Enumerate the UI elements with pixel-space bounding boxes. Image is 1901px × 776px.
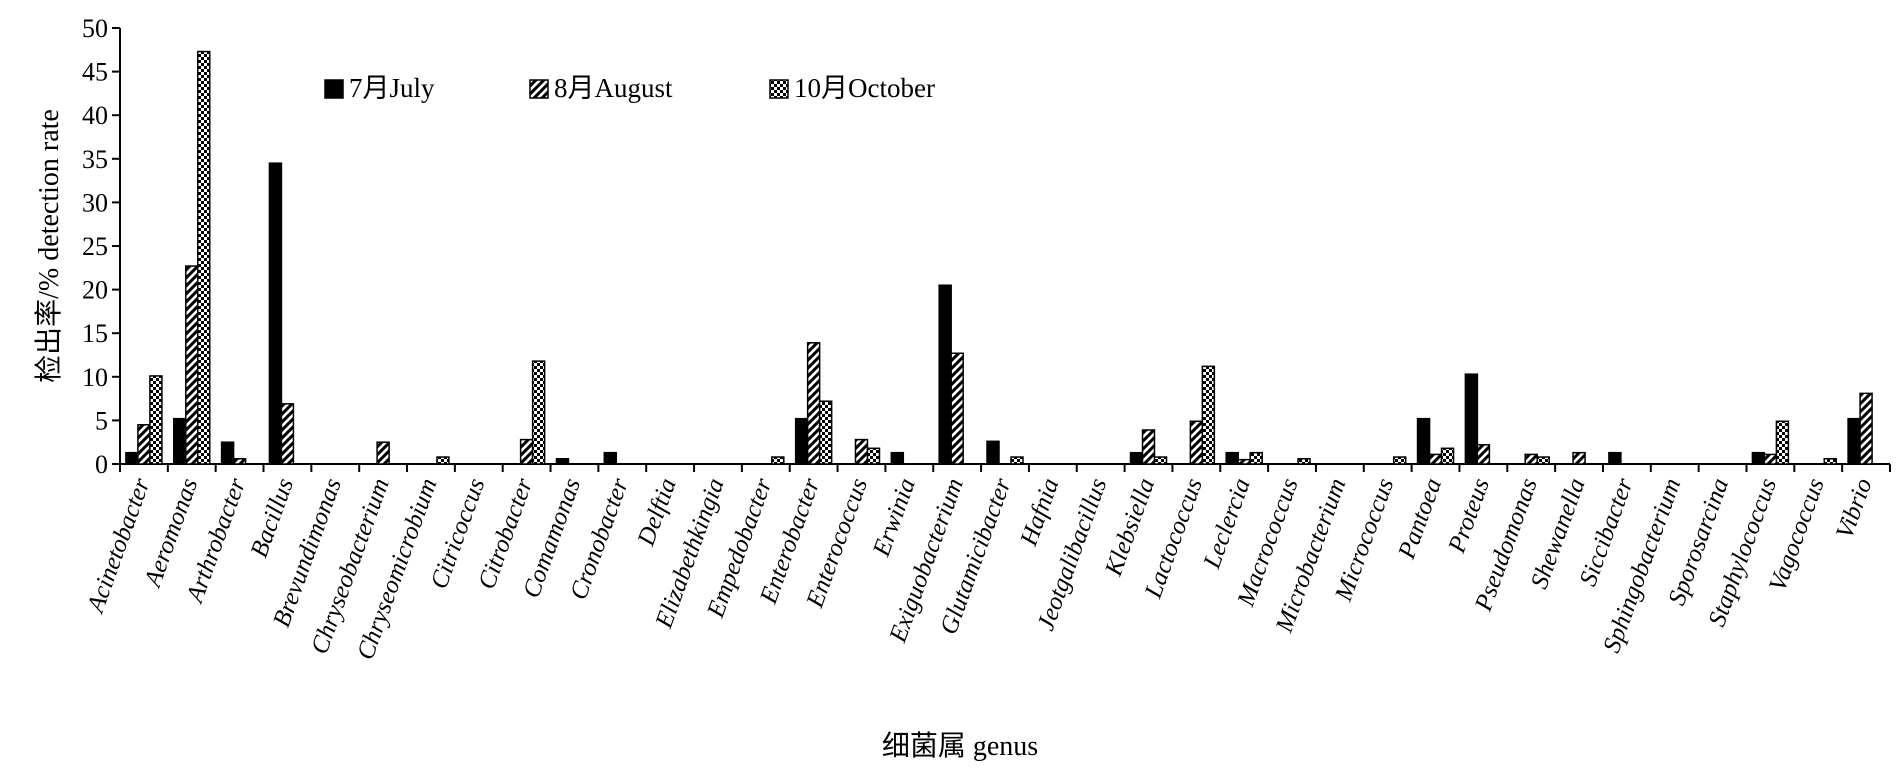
y-tick-label: 15 — [82, 319, 108, 348]
bar-3-enterobacter — [818, 400, 833, 465]
bar-3-pantoea — [1440, 447, 1455, 465]
bar-1-klebsiella — [1129, 451, 1144, 465]
bar-3-enterococcus — [866, 447, 881, 465]
bar-1-aeromonas — [173, 417, 187, 465]
bar-3-chryseomicrobium — [436, 456, 450, 465]
bar-2-arthrobacter — [232, 458, 247, 465]
bar-3-glutamicibacter — [1010, 456, 1024, 465]
bar-2-aeromonas — [185, 265, 199, 465]
bar-2-exiguobacterium — [950, 352, 964, 465]
bar-1-glutamicibacter — [986, 440, 1000, 465]
bar-1-cronobacter — [603, 451, 618, 465]
legend-label-3: 10月October — [794, 73, 935, 103]
bar-2-bacillus — [280, 403, 295, 465]
bar-1-bacillus — [268, 162, 283, 465]
y-tick-label: 30 — [82, 188, 108, 217]
bar-3-leclercia — [1249, 451, 1263, 465]
category-label: Hafnia — [1015, 475, 1064, 550]
legend: 7月July 8月August 10月October — [324, 73, 935, 103]
bar-3-lactococcus — [1201, 365, 1216, 465]
category-label: Bacillus — [246, 475, 299, 561]
bar-1-exiguobacterium — [938, 284, 952, 465]
legend-swatch-2 — [529, 79, 549, 99]
bar-3-citrobacter — [531, 360, 546, 465]
bar-2-lactococcus — [1189, 420, 1204, 465]
legend-swatch-3 — [769, 79, 789, 99]
bars — [125, 50, 1873, 465]
bar-2-enterococcus — [854, 438, 869, 465]
bar-1-enterobacter — [794, 417, 809, 465]
category-label: Proteus — [1443, 475, 1495, 557]
bar-1-siccibacter — [1608, 451, 1622, 465]
bar-2-staphylococcus — [1763, 453, 1778, 465]
bar-3-pseudomonas — [1536, 456, 1550, 465]
legend-swatch-1 — [324, 79, 344, 99]
bar-2-enterobacter — [806, 342, 821, 465]
bar-1-arthrobacter — [220, 441, 235, 465]
bar-3-empedobacter — [771, 456, 785, 465]
bar-3-micrococcus — [1392, 456, 1407, 465]
category-label: Delftia — [632, 475, 681, 550]
bar-2-chryseobacterium — [376, 441, 390, 465]
bar-2-acinetobacter — [137, 424, 151, 465]
bar-3-acinetobacter — [149, 375, 163, 465]
y-tick-label: 35 — [82, 145, 108, 174]
y-tick-label: 45 — [82, 58, 108, 87]
bar-3-klebsiella — [1153, 456, 1168, 465]
bar-1-staphylococcus — [1751, 451, 1766, 465]
bar-3-macrococcus — [1297, 458, 1311, 465]
category-label: Acinetobacter — [82, 475, 156, 618]
bar-2-pantoea — [1428, 453, 1443, 465]
x-axis-title: 细菌属 genus — [882, 730, 1038, 762]
bar-1-vibrio — [1847, 417, 1861, 465]
legend-label-1: 7月July — [349, 73, 435, 103]
y-tick-label: 50 — [82, 14, 108, 43]
y-tick-label: 20 — [82, 276, 108, 305]
bar-2-citrobacter — [519, 438, 534, 465]
y-tick-label: 0 — [95, 450, 108, 479]
y-tick-label: 25 — [82, 232, 108, 261]
y-tick-label: 40 — [82, 101, 108, 130]
bar-1-leclercia — [1225, 451, 1239, 465]
bar-1-acinetobacter — [125, 451, 139, 465]
category-label: Pantoea — [1393, 475, 1447, 563]
bar-2-leclercia — [1237, 458, 1251, 465]
y-axis-title: 检出率/% detection rate — [33, 109, 65, 383]
y-tick-label: 10 — [82, 363, 108, 392]
y-ticks: 0 5 10 15 20 25 30 35 40 45 50 — [82, 14, 120, 479]
bar-2-vibrio — [1859, 392, 1873, 465]
bar-2-proteus — [1476, 444, 1491, 465]
bar-1-proteus — [1464, 373, 1479, 465]
bar-2-klebsiella — [1141, 429, 1156, 465]
x-ticks — [119, 464, 1891, 472]
bar-3-staphylococcus — [1775, 420, 1790, 465]
bar-2-shewanella — [1572, 451, 1586, 465]
category-label: Erwinia — [868, 475, 921, 561]
category-labels: AcinetobacterAeromonasArthrobacterBacill… — [82, 475, 1878, 664]
bar-3-aeromonas — [197, 50, 211, 465]
legend-label-2: 8月August — [554, 73, 673, 103]
bar-1-erwinia — [890, 451, 905, 465]
bar-2-pseudomonas — [1524, 453, 1538, 465]
y-tick-label: 5 — [95, 406, 108, 435]
bar-3-vagococcus — [1823, 458, 1837, 465]
bar-1-comamonas — [555, 458, 570, 465]
bar-1-pantoea — [1416, 417, 1431, 465]
category-label: Vibrio — [1831, 475, 1878, 543]
